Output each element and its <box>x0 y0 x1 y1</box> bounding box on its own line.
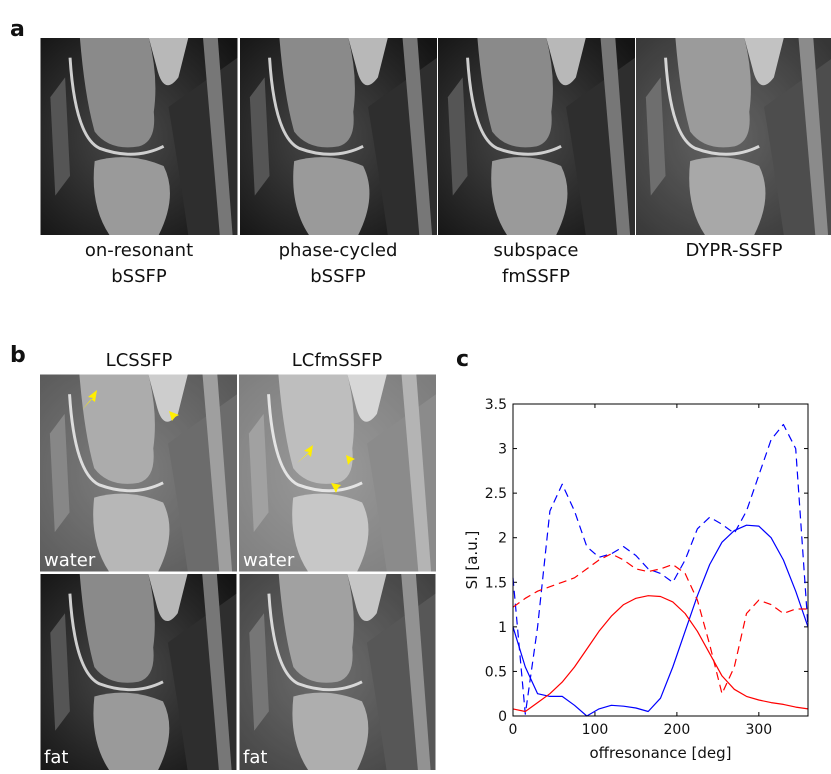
line-series <box>513 554 808 694</box>
x-tick-label: 100 <box>582 722 609 738</box>
caption: on-resonant <box>85 240 193 261</box>
x-tick-label: 300 <box>745 722 772 738</box>
y-tick-label: 2.5 <box>485 486 507 502</box>
column-title: LCSSFP <box>106 350 173 371</box>
caption: phase-cycled <box>279 240 398 261</box>
panel-b-images <box>40 375 436 771</box>
image-label: water <box>44 550 96 571</box>
y-tick-label: 1.5 <box>485 575 507 591</box>
panel-a-images <box>41 38 831 235</box>
mri-image <box>438 38 635 235</box>
mri-image <box>40 375 237 572</box>
panel-label: b <box>10 343 26 368</box>
caption: fmSSFP <box>502 266 570 287</box>
mri-image <box>240 38 437 235</box>
x-tick-label: 0 <box>509 722 518 738</box>
mri-image <box>636 38 831 235</box>
mri-image <box>41 574 237 770</box>
axes-box <box>513 404 808 716</box>
y-tick-label: 3.5 <box>485 397 507 413</box>
y-tick-label: 2 <box>498 531 507 547</box>
y-tick-label: 3 <box>498 442 507 458</box>
y-tick-label: 1 <box>498 620 507 636</box>
y-tick-label: 0 <box>498 709 507 725</box>
mri-image <box>41 38 238 235</box>
caption: DYPR-SSFP <box>685 240 782 261</box>
mri-image <box>239 375 436 572</box>
line-chart: 0 0.5 1 1.5 2 2.5 3 3.5 0 100 200 300 offresonance [… <box>463 397 808 762</box>
caption: subspace <box>493 240 578 261</box>
mri-image <box>240 574 436 770</box>
panel-label: a <box>10 17 25 42</box>
image-label: water <box>243 550 295 571</box>
caption: bSSFP <box>111 266 167 287</box>
caption: bSSFP <box>310 266 366 287</box>
line-series <box>513 425 808 715</box>
panel-label: c <box>456 347 469 372</box>
line-series <box>513 596 808 712</box>
x-tick-label: 200 <box>664 722 691 738</box>
image-label: fat <box>243 747 267 768</box>
y-axis-label: SI [a.u.] <box>463 531 481 590</box>
x-axis-label: offresonance [deg] <box>590 744 732 762</box>
image-label: fat <box>44 747 68 768</box>
column-title: LCfmSSFP <box>292 350 383 371</box>
y-tick-label: 0.5 <box>485 664 507 680</box>
